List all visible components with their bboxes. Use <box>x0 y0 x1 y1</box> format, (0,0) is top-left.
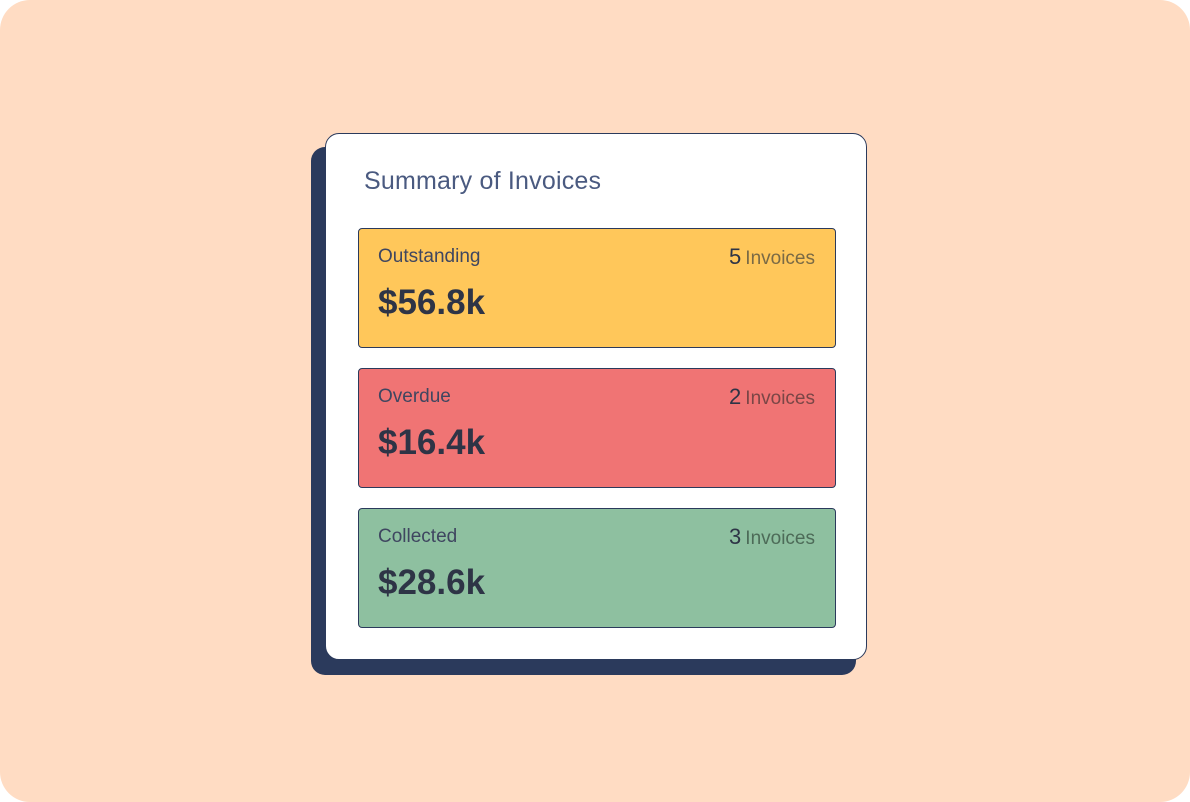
tile-outstanding[interactable]: Outstanding 5 Invoices $56.8k <box>358 228 836 348</box>
invoice-count-unit: Invoices <box>745 528 815 549</box>
invoice-count: 2 Invoices <box>729 384 815 410</box>
tile-amount: $28.6k <box>378 563 486 602</box>
tile-collected[interactable]: Collected 3 Invoices $28.6k <box>358 508 836 628</box>
invoice-count-number: 5 <box>729 244 742 269</box>
card-title: Summary of Invoices <box>364 167 602 195</box>
invoice-count-unit: Invoices <box>745 388 815 409</box>
invoice-count-number: 3 <box>729 524 742 549</box>
tile-label: Collected <box>378 526 458 547</box>
invoice-summary-card: Summary of Invoices Outstanding 5 Invoice… <box>325 133 867 660</box>
invoice-count: 5 Invoices <box>729 244 815 270</box>
tile-amount: $16.4k <box>378 423 486 462</box>
tile-overdue[interactable]: Overdue 2 Invoices $16.4k <box>358 368 836 488</box>
invoice-count: 3 Invoices <box>729 524 815 550</box>
tile-amount: $56.8k <box>378 283 486 322</box>
tile-label: Outstanding <box>378 246 481 267</box>
invoice-count-number: 2 <box>729 384 742 409</box>
invoice-count-unit: Invoices <box>745 248 815 269</box>
tile-label: Overdue <box>378 386 451 407</box>
